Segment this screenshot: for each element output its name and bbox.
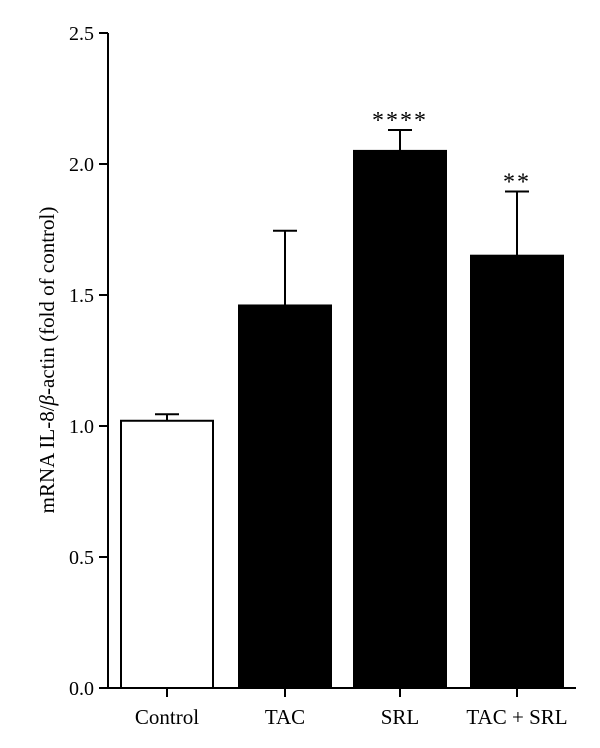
y-tick-label: 2.0 [69, 154, 94, 176]
y-axis-title-beta: β [35, 394, 59, 406]
bar [470, 254, 564, 689]
significance-label: **** [372, 108, 428, 134]
bar [238, 304, 332, 689]
bars [120, 149, 564, 689]
y-axis: 0.0 0.5 1.0 1.5 2.0 2.5 [69, 23, 109, 700]
bar [353, 149, 447, 689]
y-axis-title-prefix: mRNA IL-8/ [35, 405, 59, 513]
y-tick-label: 1.5 [69, 285, 94, 307]
y-axis-title: mRNA IL-8/β-actin (fold of control) [35, 207, 59, 514]
x-tick-label: SRL [381, 705, 420, 729]
y-tick-label: 0.5 [69, 547, 94, 569]
y-tick-label: 0.0 [69, 678, 94, 700]
x-axis: Control TAC SRL TAC + SRL [108, 687, 576, 729]
error-bars [155, 128, 529, 421]
x-tick-label: Control [135, 705, 199, 729]
y-tick-label: 2.5 [69, 23, 94, 45]
bar [120, 419, 214, 689]
x-tick-label: TAC [265, 705, 305, 729]
y-axis-title-suffix: -actin (fold of control) [35, 207, 59, 395]
y-tick-label: 1.0 [69, 416, 94, 438]
x-tick-label: TAC + SRL [466, 705, 567, 729]
significance-labels: ****** [372, 108, 531, 196]
significance-label: ** [503, 170, 531, 196]
